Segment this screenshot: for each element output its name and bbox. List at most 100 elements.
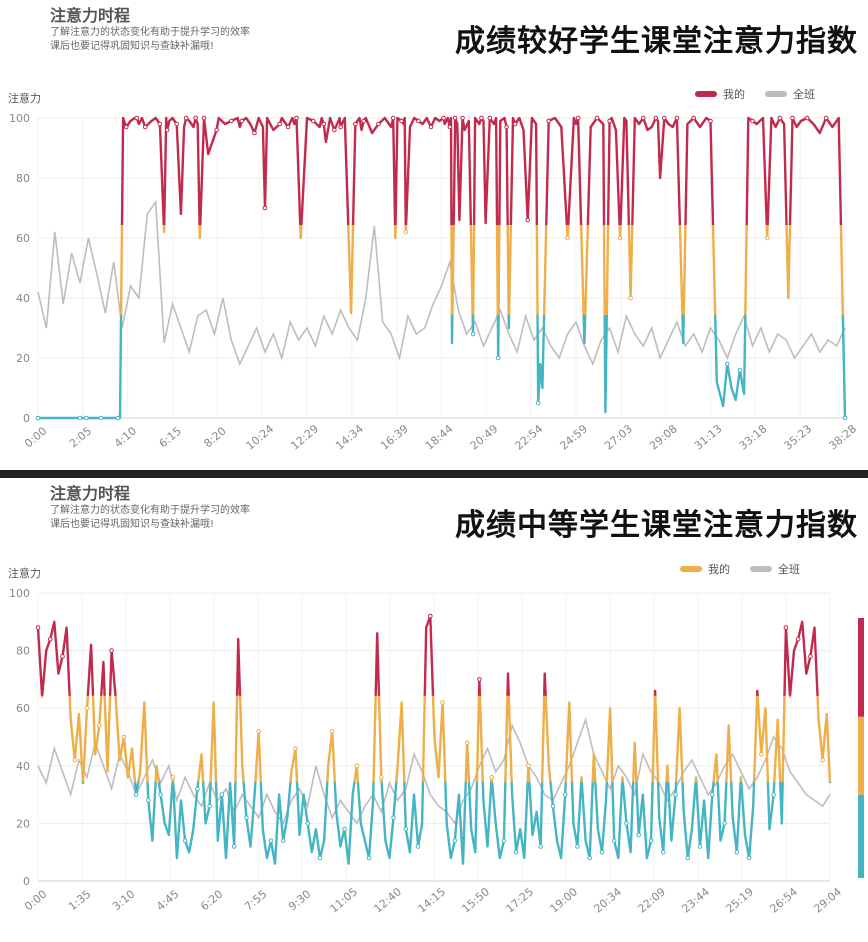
bottom-side-bar-high — [858, 618, 864, 717]
top-y-tick-label-1: 20 — [16, 352, 30, 365]
top-point-93 — [403, 229, 409, 235]
top-legend-mine-swatch — [695, 91, 717, 97]
bottom-point-78 — [354, 763, 360, 769]
top-point-144 — [575, 115, 581, 121]
bottom-x-tick-label-14: 22:09 — [635, 885, 668, 915]
top-subtitle: 注意力时程 — [50, 6, 131, 25]
bottom-y-tick-label-2: 40 — [16, 760, 30, 773]
top-x-tick-label-6: 12:29 — [288, 422, 321, 452]
top-point-102 — [441, 115, 446, 121]
top-chart-svg: 0 20 40 60 80 100 0:00 2:05 4:10 6:15 8:20 10:24 12:… — [8, 87, 859, 452]
bottom-description-line-2: 课后也要记得巩固知识与查缺补漏哦! — [50, 519, 215, 530]
top-point-99 — [428, 124, 434, 130]
top-x-tick-label-13: 27:03 — [602, 422, 635, 452]
bottom-point-177 — [759, 751, 764, 757]
bottom-point-24 — [133, 792, 139, 797]
top-y-axis-label: 注意力 — [8, 91, 41, 105]
bottom-series-class-line — [37, 716, 831, 826]
top-y-tick-label-3: 60 — [16, 232, 30, 245]
bottom-point-126 — [550, 803, 556, 809]
bottom-subtitle: 注意力时程 — [50, 484, 131, 503]
top-point-168 — [674, 115, 680, 121]
bottom-point-120 — [526, 763, 531, 769]
bottom-y-tick-label-5: 100 — [9, 587, 30, 600]
top-point-192 — [790, 115, 795, 121]
top-x-tick-label-16: 33:18 — [737, 422, 770, 452]
bottom-x-tick-label-15: 23:44 — [679, 885, 712, 915]
top-x-tick-label-0: 0:00 — [22, 424, 49, 450]
top-point-186 — [764, 235, 770, 241]
bottom-y-tick-label-4: 80 — [16, 645, 30, 658]
bottom-chart-svg: 0 20 40 60 80 100 0:00 1:35 3:10 4:45 6:20 7:55 9:30… — [8, 562, 864, 915]
top-point-57 — [277, 121, 282, 127]
bottom-x-tick-label-4: 6:20 — [198, 887, 225, 913]
bottom-point-36 — [182, 838, 188, 843]
top-point-135 — [535, 400, 541, 406]
top-point-39 — [201, 115, 207, 121]
top-point-12 — [115, 415, 121, 421]
top-point-132 — [525, 217, 530, 223]
top-point-45 — [229, 118, 234, 124]
top-chart-title: 成绩较好学生课堂注意力指数 — [455, 24, 858, 59]
bottom-point-132 — [575, 844, 580, 849]
top-point-156 — [628, 295, 633, 301]
top-point-165 — [661, 115, 667, 121]
top-point-183 — [750, 118, 755, 124]
bottom-x-tick-label-5: 7:55 — [242, 887, 269, 913]
bottom-point-99 — [440, 700, 445, 705]
bottom-point-111 — [489, 775, 494, 780]
top-point-105 — [447, 124, 453, 130]
bottom-description-line-1: 了解注意力的状态变化有助于提升学习的效率 — [50, 505, 250, 516]
top-point-66 — [311, 118, 316, 124]
top-point-117 — [479, 115, 484, 121]
bottom-x-tick-label-11: 17:25 — [503, 885, 536, 915]
bottom-point-57 — [268, 838, 274, 843]
top-x-tick-label-2: 4:10 — [112, 424, 139, 450]
top-point-3 — [77, 415, 83, 421]
bottom-point-39 — [195, 786, 200, 792]
bottom-point-147 — [636, 832, 642, 838]
top-point-123 — [495, 355, 501, 361]
bottom-x-tick-label-16: 25:19 — [723, 885, 756, 915]
bottom-x-tick-label-17: 26:54 — [767, 885, 800, 915]
top-point-48 — [239, 118, 245, 124]
bottom-point-45 — [219, 792, 225, 797]
top-x-tick-label-11: 22:54 — [513, 422, 546, 452]
top-point-159 — [640, 115, 646, 121]
bottom-point-51 — [244, 815, 249, 820]
panel-divider — [0, 470, 868, 478]
bottom-legend-class-swatch — [750, 566, 772, 572]
top-point-108 — [452, 115, 458, 121]
bottom-x-tick-label-10: 15:50 — [459, 885, 492, 915]
bottom-x-tick-label-9: 14:15 — [415, 885, 448, 915]
bottom-point-144 — [624, 821, 629, 826]
bottom-point-105 — [464, 740, 470, 746]
top-point-189 — [777, 115, 783, 121]
top-point-0 — [35, 415, 41, 421]
bottom-point-60 — [280, 838, 286, 843]
top-point-147 — [594, 115, 600, 121]
bottom-x-tick-label-6: 9:30 — [286, 887, 313, 913]
bottom-legend-mine-label: 我的 — [708, 562, 730, 576]
top-x-tick-label-5: 10:24 — [244, 422, 277, 452]
bottom-x-tick-label-7: 11:05 — [327, 885, 360, 915]
top-point-81 — [361, 118, 367, 124]
bottom-point-69 — [317, 855, 323, 861]
bottom-point-162 — [697, 844, 703, 849]
bottom-point-114 — [501, 838, 507, 843]
bottom-x-tick-label-13: 20:34 — [591, 885, 624, 915]
bottom-point-0 — [35, 625, 41, 630]
bottom-y-tick-label-3: 60 — [16, 702, 30, 715]
bottom-point-183 — [783, 625, 789, 630]
bottom-point-33 — [170, 775, 176, 780]
top-x-tick-label-3: 6:15 — [157, 424, 184, 450]
top-series-class-line — [37, 199, 846, 367]
bottom-point-81 — [366, 855, 372, 861]
bottom-point-156 — [673, 792, 678, 797]
top-x-tick-label-12: 24:59 — [557, 422, 590, 452]
bottom-x-tick-label-12: 19:00 — [547, 885, 580, 915]
top-point-84 — [376, 121, 381, 127]
top-point-36 — [193, 115, 198, 121]
bottom-series-mine-mid — [40, 693, 832, 783]
bottom-x-tick-label-8: 12:40 — [371, 885, 404, 915]
